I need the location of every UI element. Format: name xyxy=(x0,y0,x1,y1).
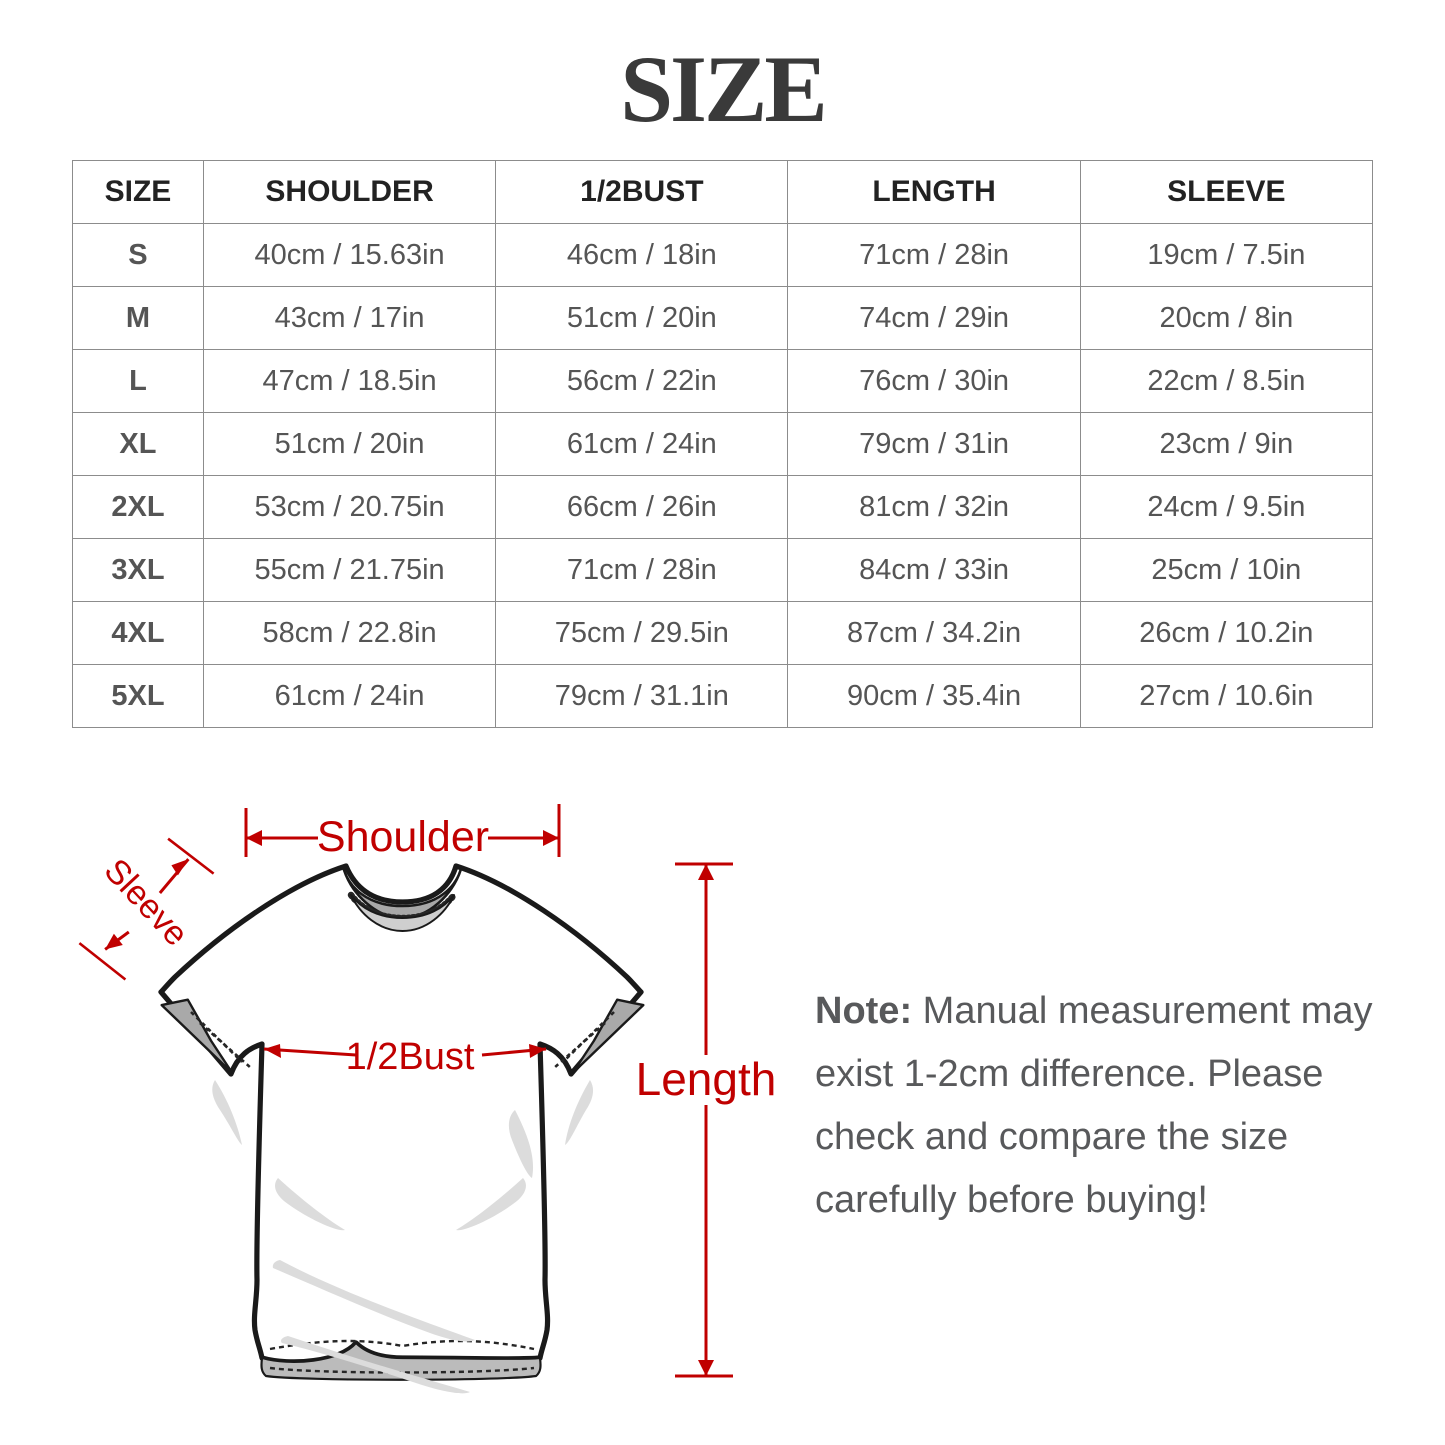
svg-text:Length: Length xyxy=(636,1053,777,1105)
svg-text:Shoulder: Shoulder xyxy=(317,813,489,861)
svg-text:1/2Bust: 1/2Bust xyxy=(346,1036,475,1078)
